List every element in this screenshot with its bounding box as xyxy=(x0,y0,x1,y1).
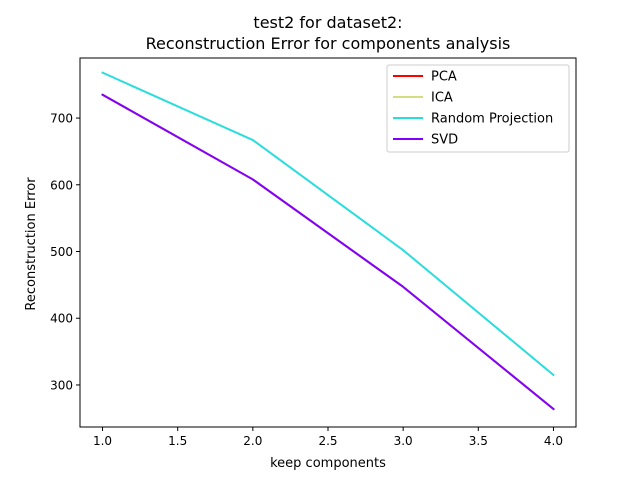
y-tick-label: 600 xyxy=(50,178,73,192)
x-tick-label: 2.0 xyxy=(243,434,262,448)
legend-label-ica: ICA xyxy=(431,91,453,106)
legend-box xyxy=(386,64,570,153)
y-tick-label: 400 xyxy=(50,312,73,326)
y-tick-label: 700 xyxy=(50,112,73,126)
series-line-random-projection xyxy=(101,71,555,377)
legend-label-pca: PCA xyxy=(431,70,457,85)
y-tick-label: 300 xyxy=(50,378,73,392)
legend-label-random-projection: Random Projection xyxy=(431,112,553,127)
x-axis-ticks: 1.0 1.5 2.0 2.5 3.0 3.5 4.0 xyxy=(93,427,563,448)
x-tick-label: 1.0 xyxy=(93,434,112,448)
legend-label-svd: SVD xyxy=(431,133,458,148)
x-tick-label: 3.5 xyxy=(469,434,488,448)
y-tick-label: 500 xyxy=(50,245,73,259)
x-tick-label: 2.5 xyxy=(318,434,337,448)
x-axis-label: keep components xyxy=(270,456,386,471)
x-tick-label: 1.5 xyxy=(168,434,187,448)
chart-title-line-2: Reconstruction Error for components anal… xyxy=(146,34,511,53)
y-axis-label: Reconstruction Error xyxy=(24,177,39,311)
series-group xyxy=(101,71,555,411)
plot-area: 1.0 1.5 2.0 2.5 3.0 3.5 4.0 300 400 500 600 700 xyxy=(50,57,577,448)
chart-title-line-1: test2 for dataset2: xyxy=(253,13,402,32)
y-axis-ticks: 300 400 500 600 700 xyxy=(50,112,80,392)
legend: PCA ICA Random Projection SVD xyxy=(386,64,570,153)
series-line-svd xyxy=(101,93,555,411)
x-tick-label: 4.0 xyxy=(544,434,563,448)
x-tick-label: 3.0 xyxy=(394,434,413,448)
